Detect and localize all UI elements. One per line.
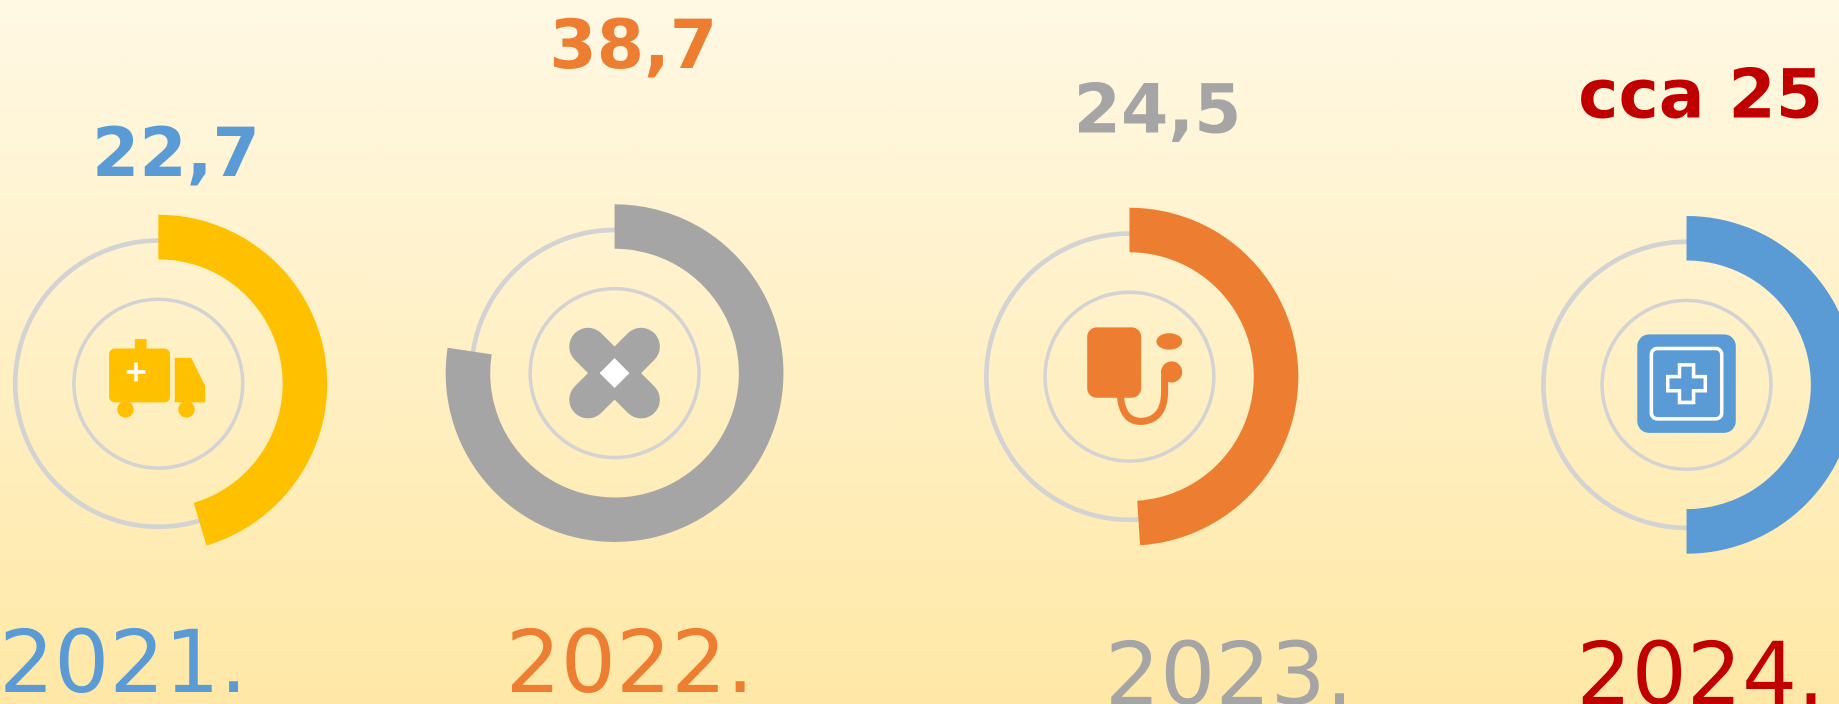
inner-ring xyxy=(72,297,245,470)
year-label: 2022. xyxy=(506,612,754,704)
year-label: 2021. xyxy=(0,612,247,704)
icons xyxy=(109,327,1736,433)
stethoscope-icon xyxy=(1087,327,1183,425)
year-label: 2023. xyxy=(1105,624,1353,704)
gauge-arc xyxy=(1129,207,1299,546)
year-label: 2024. xyxy=(1576,624,1824,704)
value-label: cca 25 xyxy=(1578,55,1823,134)
value-label: 22,7 xyxy=(92,114,260,193)
gauge-arc xyxy=(1686,215,1839,554)
inner-ring xyxy=(1043,290,1216,463)
ambulance-icon xyxy=(109,339,206,418)
bandage-icon xyxy=(569,327,660,419)
gauge-arc xyxy=(445,204,784,542)
value-label: 38,7 xyxy=(549,6,717,85)
value-label: 24,5 xyxy=(1074,71,1242,150)
inner-ring xyxy=(528,286,701,460)
inner-ring xyxy=(1600,298,1773,472)
gauge-arc xyxy=(157,214,328,546)
medkit-icon xyxy=(1637,334,1736,433)
